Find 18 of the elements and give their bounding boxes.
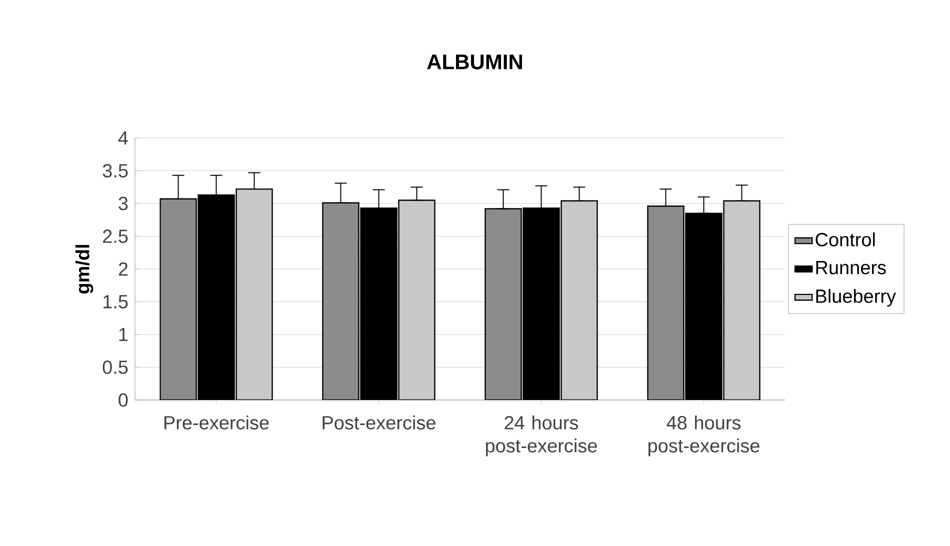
y-tick-label: 3.5 — [102, 164, 128, 178]
y-tick-label: 2 — [118, 262, 128, 276]
x-tick-label: 48 hours post-exercise — [648, 416, 760, 456]
chart-title: ALBUMIN — [427, 54, 522, 70]
y-tick-label: 1 — [119, 328, 128, 342]
x-tick-label: Post-exercise — [322, 416, 436, 430]
legend-label: Blueberry — [816, 288, 896, 307]
x-tick-label: Pre-exercise — [164, 416, 269, 430]
y-tick-label: 0.5 — [102, 360, 128, 374]
legend-label: Control — [816, 232, 875, 246]
y-axis-title: gm/dl — [75, 245, 94, 294]
y-tick-label: 1.5 — [104, 295, 128, 308]
y-tick-label: 0 — [118, 393, 128, 407]
legend-label: Runners — [816, 261, 886, 274]
y-tick-label: 2.5 — [103, 230, 128, 243]
x-tick-label: 24 hours post-exercise — [486, 416, 597, 456]
y-tick-label: 3 — [118, 196, 128, 210]
y-tick-label: 4 — [118, 131, 128, 145]
